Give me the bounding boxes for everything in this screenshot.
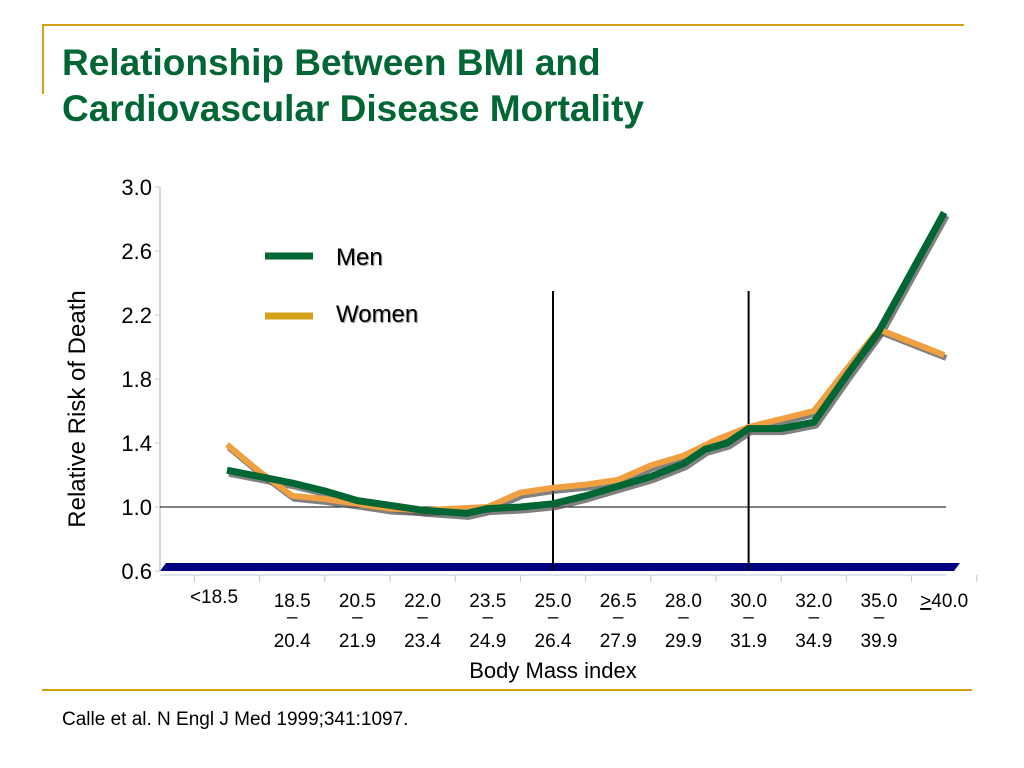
- page-title-line-2: Cardiovascular Disease Mortality: [62, 88, 644, 129]
- men-line: [226, 210, 948, 517]
- x-tick-label: 29.9: [665, 631, 702, 652]
- x-tick-label: 20.4: [274, 631, 311, 652]
- x-tick-label: 27.9: [600, 631, 637, 652]
- x-tick-label: 22.0: [404, 591, 441, 612]
- y-tick-label: 0.6: [121, 559, 152, 584]
- y-tick-label: 2.2: [121, 303, 152, 328]
- x-tick-label: 31.9: [730, 631, 767, 652]
- x-tick-dash: –: [417, 607, 428, 628]
- x-tick-label: 23.5: [469, 591, 506, 612]
- x-tick-label: 24.9: [469, 631, 506, 652]
- x-tick-label: 25.0: [535, 591, 572, 612]
- chart-layer: 0.6 1.0 1.4 1.8 2.2 2.6 3.0 Relative Risk of De…: [64, 175, 978, 683]
- x-tick-label: 35.0: [861, 591, 898, 612]
- y-tick-label: 1.4: [121, 431, 152, 456]
- x-axis-title: Body Mass index: [469, 658, 637, 683]
- x-tick-value: 40.0: [931, 591, 968, 612]
- legend-men-label: Men: [336, 244, 383, 271]
- bmi-mortality-chart: 0.6 1.0 1.4 1.8 2.2 2.6 3.0 Relative Risk of De…: [64, 175, 978, 683]
- x-tick-dash: –: [352, 607, 363, 628]
- x-tick-label: >40.0: [920, 591, 968, 612]
- x-tick-dash: –: [678, 607, 689, 628]
- legend-women-label: Women: [336, 301, 418, 328]
- y-tick-label: 2.6: [121, 239, 152, 264]
- slide-bottom-rule: [42, 689, 972, 691]
- page-title: Relationship Between BMI and Cardiovascu…: [62, 40, 644, 132]
- x-tick-label: 23.4: [404, 631, 441, 652]
- x-tick-dash: –: [483, 607, 494, 628]
- women-line: [225, 326, 946, 514]
- x-tick-dash: –: [874, 607, 885, 628]
- x-tick-label: 39.9: [861, 631, 898, 652]
- x-tick-dash: –: [743, 607, 754, 628]
- x-tick-dash: –: [613, 607, 624, 628]
- page-title-line-1: Relationship Between BMI and: [62, 42, 601, 83]
- citation: Calle et al. N Engl J Med 1999;341:1097.: [62, 709, 409, 730]
- y-tick-label: 1.8: [121, 367, 152, 392]
- x-tick-label: 28.0: [665, 591, 702, 612]
- x-tick-label: 20.5: [339, 591, 376, 612]
- y-tick-label: 3.0: [121, 175, 152, 200]
- x-tick-dash: –: [809, 607, 820, 628]
- x-tick-label: 32.0: [795, 591, 832, 612]
- x-tick-label: 30.0: [730, 591, 767, 612]
- chart-floor: [160, 563, 960, 571]
- x-tick-prefix: >: [920, 591, 931, 612]
- y-axis-title: Relative Risk of Death: [64, 290, 91, 527]
- y-tick-label: 1.0: [121, 495, 152, 520]
- slide-top-rule: [42, 24, 964, 26]
- x-tick-label: 26.4: [535, 631, 572, 652]
- x-tick-label: 26.5: [600, 591, 637, 612]
- x-tick-label: 18.5: [274, 591, 311, 612]
- x-tick-dash: –: [548, 607, 559, 628]
- slide-left-rule: [42, 24, 44, 94]
- x-tick-label: <18.5: [190, 587, 238, 608]
- x-tick-label: 34.9: [795, 631, 832, 652]
- x-tick-dash: –: [287, 607, 298, 628]
- x-tick-label: 21.9: [339, 631, 376, 652]
